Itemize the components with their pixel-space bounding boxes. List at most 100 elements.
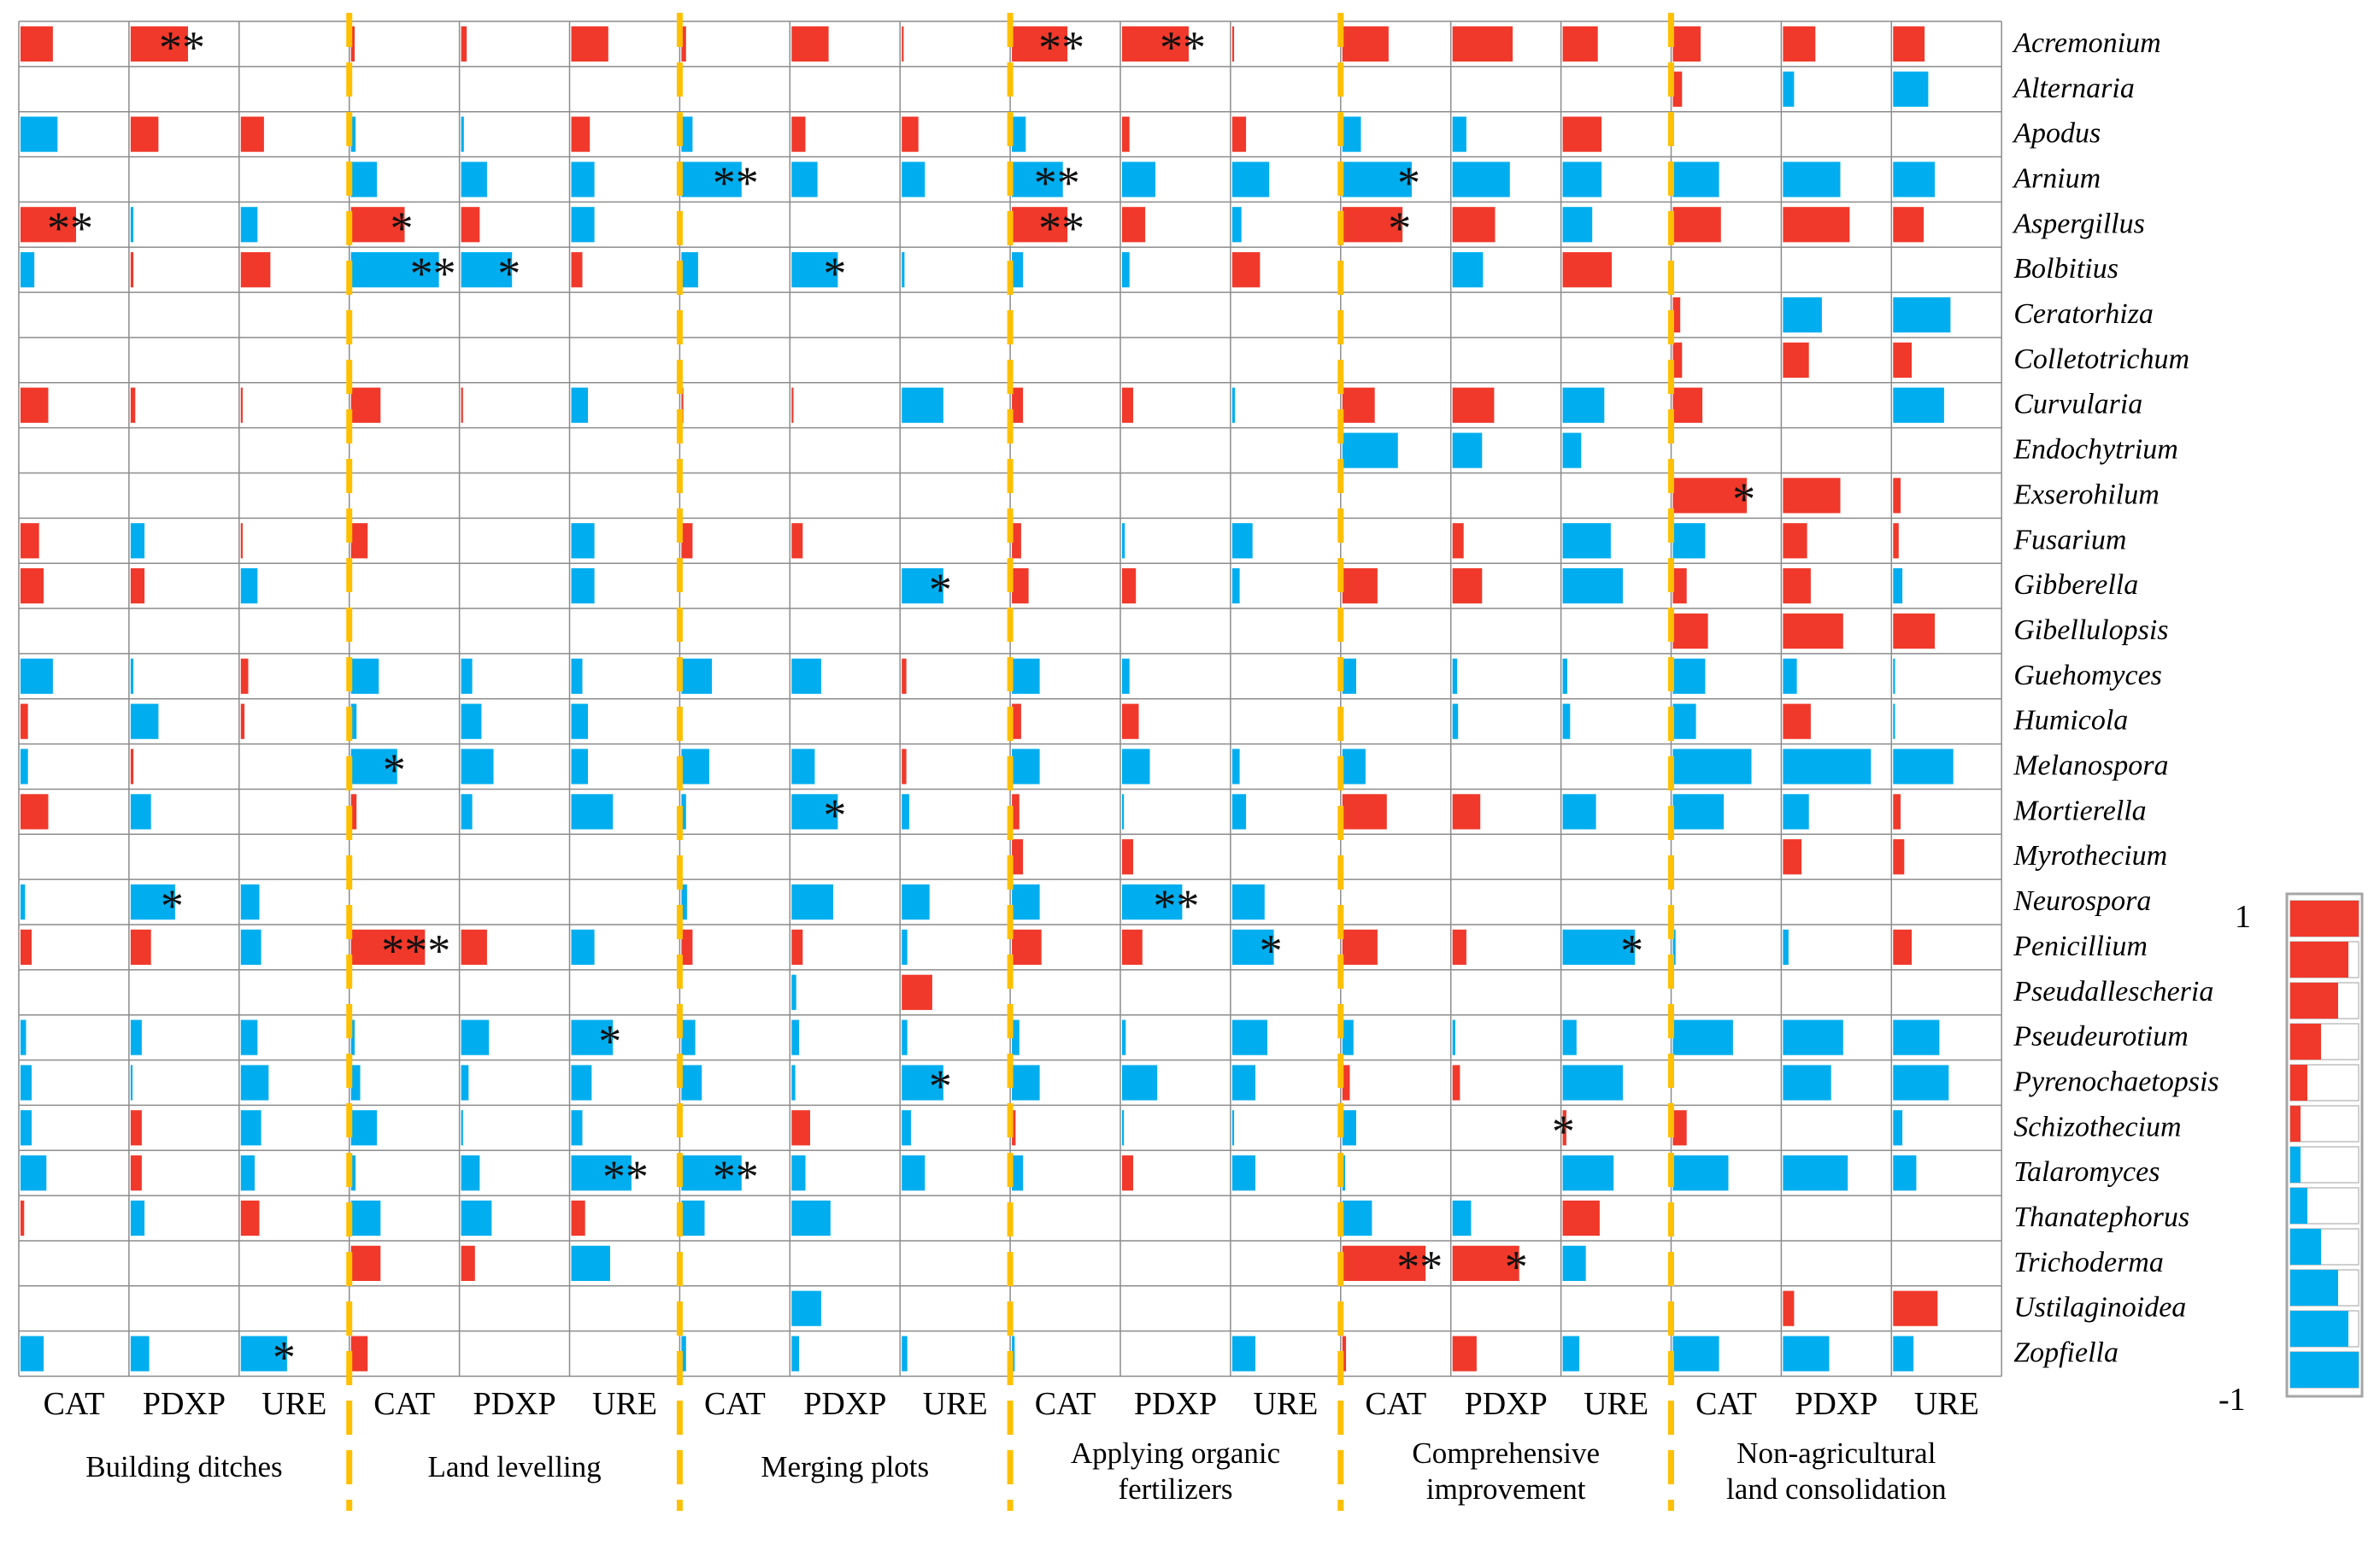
significance-aspergillus-1: ** [47, 203, 93, 254]
bar-acremonium-11 [1122, 26, 1189, 62]
genus-label-gibellulopsis: Gibellulopsis [2013, 614, 2168, 646]
bar-curvularia-14 [1452, 387, 1495, 423]
genus-label-bolbitius: Bolbitius [2013, 253, 2118, 285]
bar-curvularia-13 [1342, 387, 1375, 423]
bar-acremonium-15 [1562, 26, 1598, 62]
color-legend: 1 -1 [2218, 892, 2364, 1418]
bar-bolbitius-11 [1122, 252, 1130, 288]
bar-fusarium-12 [1231, 523, 1253, 559]
bar-humicola-16 [1672, 703, 1696, 739]
bar-schizothecium-5 [461, 1110, 463, 1146]
genus-label-zopfiella: Zopfiella [2013, 1337, 2118, 1369]
genus-label-gibberella: Gibberella [2013, 569, 2138, 601]
bar-colletotrichum-16 [1672, 342, 1683, 378]
bar-bolbitius-10 [1012, 252, 1024, 288]
genus-label-endochytrium: Endochytrium [2013, 434, 2178, 466]
bar-penicillium-7 [681, 929, 693, 965]
bar-curvularia-1 [21, 387, 49, 423]
bar-gibberella-14 [1452, 568, 1483, 604]
bar-mortierella-9 [902, 794, 909, 830]
bar-melanospora-17 [1783, 749, 1872, 784]
bar-trichoderma-4 [350, 1245, 381, 1281]
bar-apodus-1 [21, 116, 58, 152]
significance-arnium-10: ** [1034, 157, 1080, 209]
bar-schizothecium-16 [1672, 1110, 1687, 1146]
bar-aspergillus-13 [1342, 207, 1403, 243]
bar-pyrenochaetopsis-2 [130, 1065, 133, 1101]
bar-mortierella-5 [461, 794, 473, 830]
enzyme-label-pdxp: PDXP [473, 1386, 556, 1422]
bar-pseudeurotium-16 [1672, 1019, 1733, 1055]
bar-exserohilum-16 [1672, 478, 1748, 514]
bar-aspergillus-1 [21, 207, 76, 243]
legend-cell [2289, 1105, 2359, 1143]
legend-swatch [2290, 901, 2359, 937]
bar-schizothecium-8 [791, 1110, 810, 1146]
bar-humicola-18 [1893, 703, 1895, 739]
bar-fusarium-15 [1562, 523, 1611, 559]
bar-guehomyces-1 [21, 658, 53, 694]
bar-ustilaginoidea-8 [791, 1290, 821, 1326]
bar-talaromyces-12 [1231, 1155, 1255, 1191]
bar-thanatephorus-2 [130, 1200, 145, 1237]
bar-apodus-9 [902, 116, 919, 152]
bar-penicillium-2 [130, 929, 151, 965]
legend-swatch [2290, 1106, 2301, 1142]
bar-zopfiella-13 [1342, 1336, 1347, 1372]
bar-pyrenochaetopsis-3 [240, 1065, 269, 1101]
significance-neurospora-11: ** [1153, 880, 1199, 931]
enzyme-labels: CAT PDXP URE CAT PDXP URE CAT PDXP URE CAT PDXP URE… [44, 1386, 1979, 1422]
bar-arnium-17 [1783, 162, 1841, 197]
bar-melanospora-18 [1893, 749, 1954, 784]
bar-pyrenochaetopsis-12 [1231, 1065, 1255, 1101]
group-label-comprehensive: Comprehensive [1412, 1436, 1600, 1470]
bar-aspergillus-17 [1783, 207, 1850, 243]
bar-talaromyces-7 [681, 1155, 742, 1191]
significance-aspergillus-10: ** [1038, 203, 1084, 254]
bar-humicola-2 [130, 703, 159, 739]
bar-thanatephorus-14 [1452, 1200, 1472, 1237]
bar-zopfiella-2 [130, 1336, 150, 1372]
bar-pyrenochaetopsis-14 [1452, 1065, 1460, 1101]
bar-humicola-14 [1452, 703, 1459, 739]
bar-alternaria-18 [1893, 71, 1929, 107]
bar-gibberella-6 [571, 568, 595, 604]
bar-curvularia-11 [1122, 387, 1133, 423]
bar-bolbitius-3 [240, 252, 271, 288]
bar-melanospora-5 [461, 749, 494, 784]
bar-fusarium-4 [350, 523, 368, 559]
bar-acremonium-4 [350, 26, 355, 62]
bar-melanospora-10 [1012, 749, 1040, 784]
bar-talaromyces-4 [350, 1155, 356, 1191]
bar-aspergillus-3 [240, 207, 258, 243]
bar-mortierella-1 [21, 794, 49, 830]
bar-apodus-8 [791, 116, 806, 152]
bar-aspergillus-18 [1893, 207, 1924, 243]
legend-swatch [2290, 1229, 2321, 1265]
bar-pseudeurotium-18 [1893, 1019, 1940, 1055]
bar-zopfiella-16 [1672, 1336, 1719, 1372]
bar-pseudallescheria-9 [902, 974, 932, 1010]
bar-apodus-12 [1231, 116, 1247, 152]
bar-curvularia-4 [350, 387, 381, 423]
bar-talaromyces-11 [1122, 1155, 1133, 1191]
bar-acremonium-17 [1783, 26, 1816, 62]
bar-guehomyces-14 [1452, 658, 1458, 694]
significance-penicillium-4: *** [381, 925, 450, 977]
bar-zopfiella-9 [902, 1336, 908, 1372]
bar-zopfiella-10 [1012, 1336, 1015, 1372]
bar-trichoderma-6 [571, 1245, 610, 1281]
bar-trichoderma-14 [1452, 1245, 1519, 1281]
bar-mortierella-10 [1012, 794, 1020, 830]
bar-guehomyces-10 [1012, 658, 1040, 694]
bar-neurospora-7 [681, 884, 687, 920]
significance-arnium-13: * [1397, 157, 1420, 209]
bar-schizothecium-15 [1562, 1110, 1566, 1146]
bar-mortierella-14 [1452, 794, 1481, 830]
bar-pseudeurotium-12 [1231, 1019, 1267, 1055]
significance-talaromyces-6: ** [602, 1151, 649, 1202]
bar-pseudeurotium-17 [1783, 1019, 1843, 1055]
bar-neurospora-1 [21, 884, 26, 920]
bar-melanospora-6 [571, 749, 588, 784]
bar-pseudeurotium-6 [571, 1019, 614, 1055]
